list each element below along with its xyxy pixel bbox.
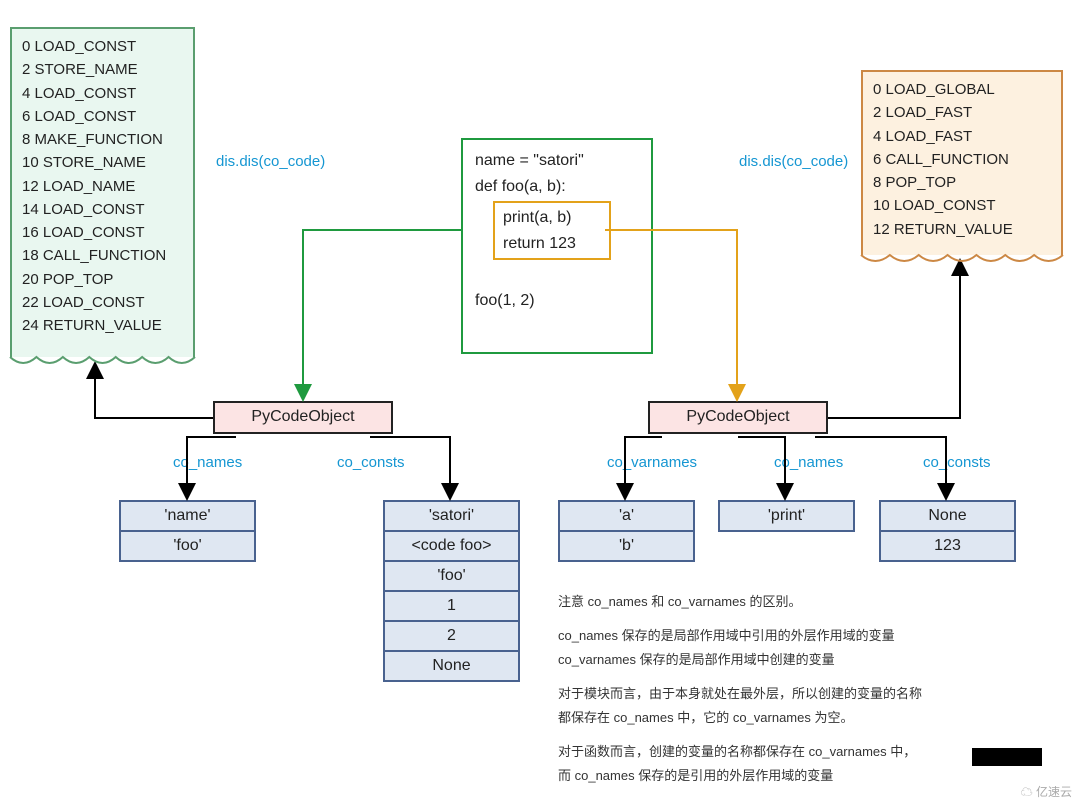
opcode-line: 10 STORE_NAME [22, 151, 183, 174]
caption-line: 都保存在 co_names 中，它的 co_varnames 为空。 [558, 706, 1058, 730]
opcode-line: 8 MAKE_FUNCTION [22, 128, 183, 151]
opcode-line: 14 LOAD_CONST [22, 198, 183, 221]
pycodeobject-left: PyCodeObject [213, 401, 393, 434]
table-cell: None [384, 651, 519, 681]
table-cell: 'foo' [384, 561, 519, 591]
label-conames-left: co_names [173, 454, 242, 471]
opcode-line: 18 CALL_FUNCTION [22, 244, 183, 267]
table-left-coconsts: 'satori'<code foo>'foo'12None [383, 500, 520, 682]
source-code-box: name = "satori"def foo(a, b):print(a, b)… [461, 138, 653, 354]
table-cell: 'satori' [384, 501, 519, 531]
table-cell: 'foo' [120, 531, 255, 561]
code-line: name = "satori" [475, 148, 639, 174]
table-right-coconsts: None123 [879, 500, 1016, 562]
code-line: foo(1, 2) [475, 288, 639, 314]
opcode-line: 10 LOAD_CONST [873, 194, 1051, 217]
opcode-line: 8 POP_TOP [873, 171, 1051, 194]
opcode-line: 16 LOAD_CONST [22, 221, 183, 244]
watermark: ☁ 亿速云 [1021, 783, 1072, 800]
pycodeobject-right: PyCodeObject [648, 401, 828, 434]
opcode-line: 4 LOAD_FAST [873, 125, 1051, 148]
table-left-conames: 'name''foo' [119, 500, 256, 562]
opcode-line: 2 STORE_NAME [22, 58, 183, 81]
label-dis-right: dis.dis(co_code) [739, 153, 848, 170]
code-line: return 123 [503, 231, 601, 257]
opcode-line: 0 LOAD_CONST [22, 35, 183, 58]
caption-line: 对于模块而言，由于本身就处在最外层，所以创建的变量的名称 [558, 682, 1058, 706]
opcode-line: 4 LOAD_CONST [22, 82, 183, 105]
label-coconsts-left: co_consts [337, 454, 405, 471]
opcode-line: 6 CALL_FUNCTION [873, 148, 1051, 171]
opcode-line: 24 RETURN_VALUE [22, 314, 183, 337]
table-cell: 'print' [719, 501, 854, 531]
label-conames-right: co_names [774, 454, 843, 471]
table-cell: 123 [880, 531, 1015, 561]
caption-line: co_names 保存的是局部作用域中引用的外层作用域的变量 [558, 624, 1058, 648]
caption-line: 注意 co_names 和 co_varnames 的区别。 [558, 590, 1058, 614]
code-line: print(a, b) [503, 205, 601, 231]
label-dis-left: dis.dis(co_code) [216, 153, 325, 170]
function-body-box: print(a, b)return 123 [493, 201, 611, 260]
table-cell: 'b' [559, 531, 694, 561]
label-coconsts-right: co_consts [923, 454, 991, 471]
table-cell: <code foo> [384, 531, 519, 561]
opcode-line: 2 LOAD_FAST [873, 101, 1051, 124]
opcode-line: 20 POP_TOP [22, 268, 183, 291]
opcode-line: 12 LOAD_NAME [22, 175, 183, 198]
table-cell: None [880, 501, 1015, 531]
code-line: def foo(a, b): [475, 174, 639, 200]
caption-line: 而 co_names 保存的是引用的外层作用域的变量 [558, 764, 1058, 788]
table-cell: 1 [384, 591, 519, 621]
black-strip [972, 748, 1042, 766]
left-opcode-list: 0 LOAD_CONST2 STORE_NAME4 LOAD_CONST6 LO… [10, 27, 195, 357]
opcode-line: 6 LOAD_CONST [22, 105, 183, 128]
opcode-line: 0 LOAD_GLOBAL [873, 78, 1051, 101]
right-opcode-list: 0 LOAD_GLOBAL2 LOAD_FAST4 LOAD_FAST6 CAL… [861, 70, 1063, 255]
table-cell: 2 [384, 621, 519, 651]
table-right-covarnames: 'a''b' [558, 500, 695, 562]
table-cell: 'a' [559, 501, 694, 531]
caption-line: co_varnames 保存的是局部作用域中创建的变量 [558, 648, 1058, 672]
table-cell: 'name' [120, 501, 255, 531]
label-covarnames-right: co_varnames [607, 454, 697, 471]
opcode-line: 12 RETURN_VALUE [873, 218, 1051, 241]
table-right-conames: 'print' [718, 500, 855, 532]
opcode-line: 22 LOAD_CONST [22, 291, 183, 314]
